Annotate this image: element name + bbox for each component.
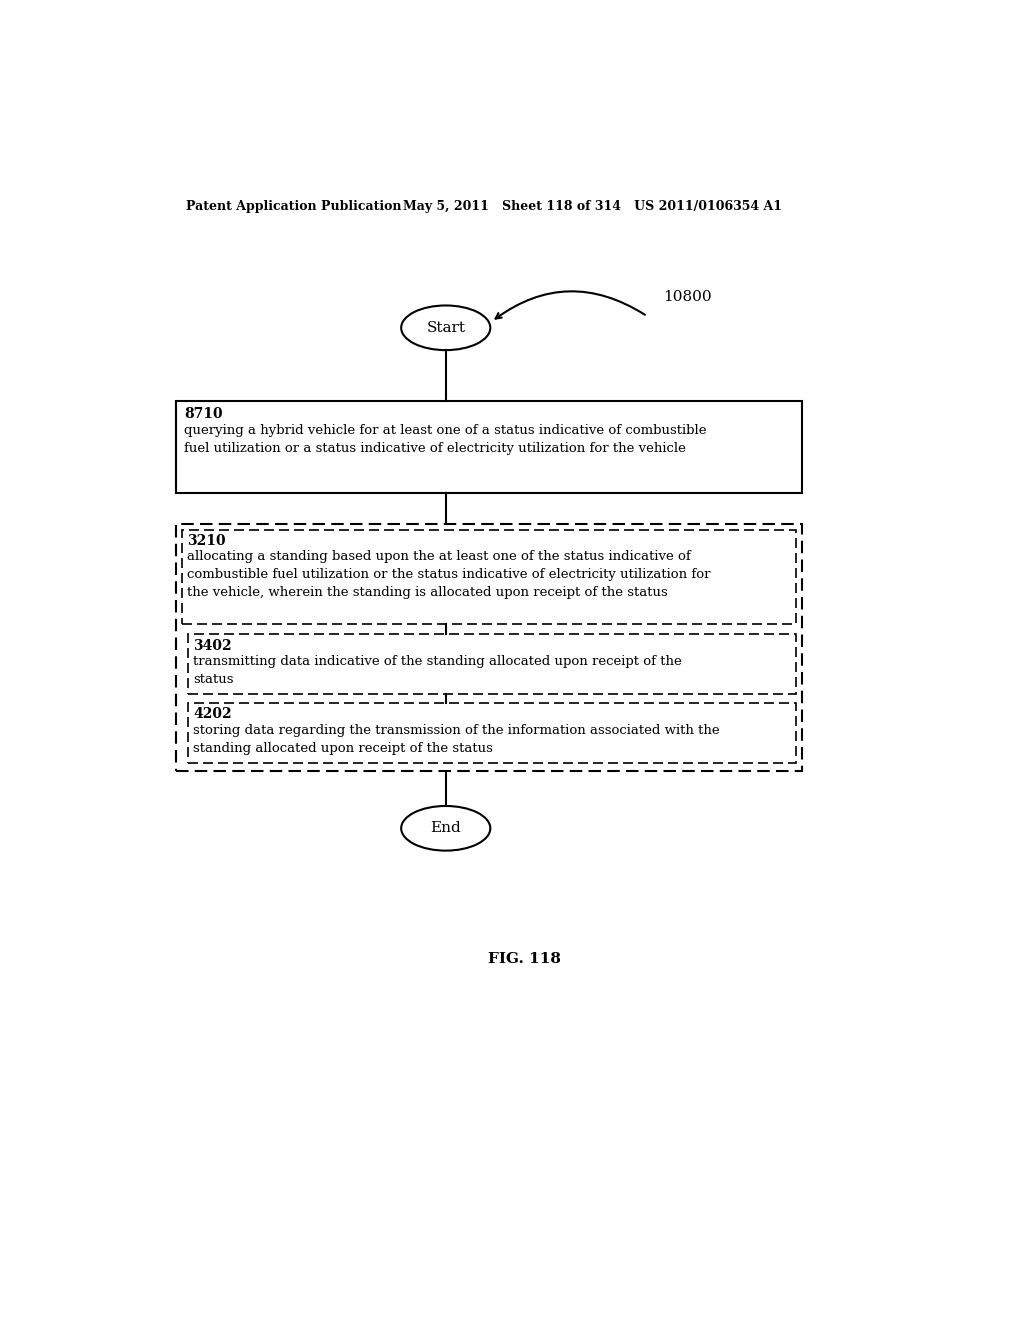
Bar [188,635,796,693]
Text: 4202: 4202 [194,708,231,722]
Bar [176,401,802,494]
Text: 8710: 8710 [183,407,222,421]
Text: storing data regarding the transmission of the information associated with the
s: storing data regarding the transmission … [194,723,720,755]
Text: 3402: 3402 [194,639,231,653]
Bar [176,524,802,771]
Text: transmitting data indicative of the standing allocated upon receipt of the
statu: transmitting data indicative of the stan… [194,655,682,686]
Text: FIG. 118: FIG. 118 [488,952,561,966]
Text: 10800: 10800 [663,290,712,304]
Text: May 5, 2011   Sheet 118 of 314   US 2011/0106354 A1: May 5, 2011 Sheet 118 of 314 US 2011/010… [403,199,782,213]
Text: End: End [430,821,461,836]
Bar [188,702,796,763]
Text: allocating a standing based upon the at least one of the status indicative of
co: allocating a standing based upon the at … [187,550,711,599]
Text: 3210: 3210 [187,535,225,548]
Bar [182,529,796,624]
Text: Start: Start [426,321,465,335]
Text: Patent Application Publication: Patent Application Publication [186,199,401,213]
Text: querying a hybrid vehicle for at least one of a status indicative of combustible: querying a hybrid vehicle for at least o… [183,424,707,455]
